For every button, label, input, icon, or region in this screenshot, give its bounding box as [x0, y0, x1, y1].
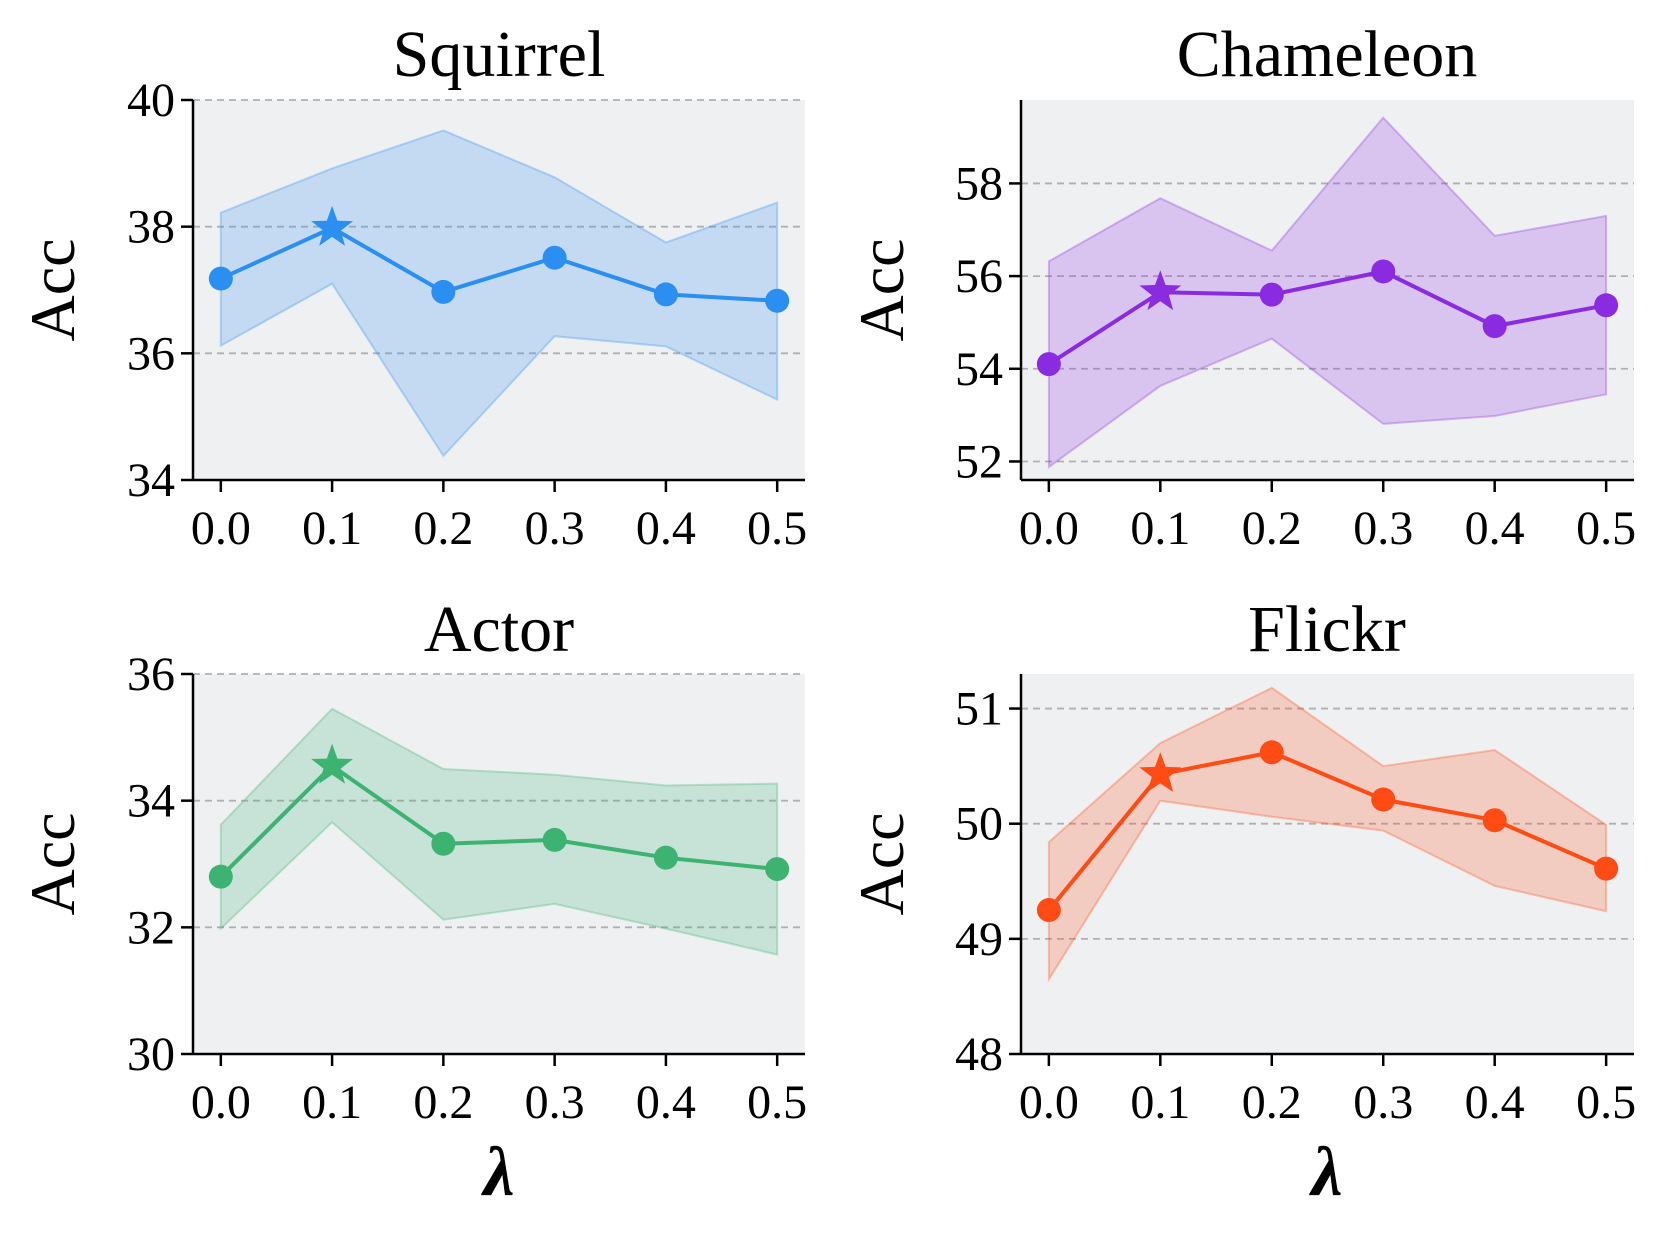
- y-tick-label: 34: [127, 454, 175, 507]
- y-tick-label: 54: [955, 343, 1003, 396]
- series-line: [219, 763, 778, 879]
- plot-area: [1021, 674, 1634, 1054]
- confidence-band: [1047, 116, 1608, 469]
- y-tick-label: 34: [127, 775, 175, 828]
- x-axis-label: λ: [480, 1134, 514, 1211]
- x-tick-label: 0.3: [525, 502, 585, 555]
- chart-squirrel: Squirrel Acc 34 36 38 40 0.0 0.1 0.2 0.3 0.4 0.5: [17, 18, 807, 555]
- x-tick-label: 0.2: [413, 1076, 473, 1129]
- data-point: [542, 827, 567, 852]
- chart-flickr: Flickr Acc λ 48 49 50 51 0.0 0.1 0.2 0.3 0.4 0.5: [846, 593, 1636, 1211]
- data-point: [1371, 259, 1396, 284]
- data-point: [431, 279, 456, 304]
- data-point: [1371, 787, 1396, 812]
- x-tick-label: 0.4: [636, 1076, 696, 1129]
- x-tick-label: 0.1: [1130, 502, 1190, 555]
- confidence-band: [219, 707, 779, 956]
- series-line: [1047, 269, 1607, 366]
- y-tick-label: 58: [955, 157, 1003, 210]
- series-line: [219, 225, 778, 303]
- y-tick-label: 40: [127, 74, 175, 127]
- data-point: [765, 288, 790, 313]
- x-tick-label: 0.2: [1242, 502, 1302, 555]
- x-tick-label: 0.5: [1576, 1076, 1636, 1129]
- x-tick-label: 0.0: [191, 502, 251, 555]
- y-tick-label: 56: [955, 250, 1003, 303]
- data-point: [1259, 282, 1284, 307]
- y-axis-label: Acc: [17, 812, 88, 915]
- plot-area: [1021, 100, 1634, 480]
- x-tick-label: 0.2: [1242, 1076, 1302, 1129]
- data-point: [653, 282, 678, 307]
- data-point: [1594, 856, 1619, 881]
- chart-title: Actor: [424, 593, 574, 666]
- x-tick-label: 0.0: [1019, 502, 1079, 555]
- x-axis-label: λ: [1308, 1134, 1342, 1211]
- data-point: [1036, 352, 1061, 377]
- y-tick-label: 38: [127, 201, 175, 254]
- data-point: [1482, 314, 1507, 339]
- x-tick-label: 0.5: [747, 502, 807, 555]
- confidence-band: [1047, 686, 1608, 983]
- y-axis-label: Acc: [17, 238, 88, 341]
- x-tick-label: 0.5: [1576, 502, 1636, 555]
- best-point-star: [1139, 752, 1182, 792]
- x-tick-label: 0.0: [1019, 1076, 1079, 1129]
- y-tick-label: 36: [127, 327, 175, 380]
- data-point: [653, 845, 678, 870]
- data-point: [1259, 740, 1284, 765]
- plot-area: [193, 100, 805, 480]
- best-point-star: [311, 743, 353, 784]
- x-tick-label: 0.2: [413, 502, 473, 555]
- data-point: [208, 266, 233, 291]
- y-tick-label: 50: [955, 798, 1003, 851]
- x-tick-label: 0.1: [302, 1076, 362, 1129]
- data-point: [1594, 293, 1619, 318]
- chart-title: Flickr: [1248, 593, 1406, 666]
- y-axis-label: Acc: [846, 812, 917, 915]
- data-point: [765, 857, 790, 882]
- x-tick-label: 0.1: [1130, 1076, 1190, 1129]
- y-tick-label: 51: [955, 683, 1003, 736]
- best-point-star: [311, 205, 353, 246]
- y-tick-label: 52: [955, 435, 1003, 488]
- data-point: [208, 864, 233, 889]
- x-tick-label: 0.3: [525, 1076, 585, 1129]
- x-tick-label: 0.4: [1465, 502, 1525, 555]
- x-tick-label: 0.5: [747, 1076, 807, 1129]
- x-tick-label: 0.4: [1465, 1076, 1525, 1129]
- x-tick-label: 0.1: [302, 502, 362, 555]
- y-axis-label: Acc: [846, 238, 917, 341]
- data-point: [542, 245, 567, 270]
- best-point-star: [1139, 270, 1182, 311]
- chart-title: Chameleon: [1177, 18, 1478, 91]
- confidence-band: [219, 129, 779, 458]
- x-tick-label: 0.0: [191, 1076, 251, 1129]
- chart-chameleon: Chameleon Acc 52 54 56 58 0.0 0.1 0.2 0.3 0.4 0.5: [846, 18, 1636, 555]
- x-tick-label: 0.4: [636, 502, 696, 555]
- data-point: [431, 831, 456, 856]
- y-tick-label: 49: [955, 913, 1003, 966]
- x-tick-label: 0.3: [1353, 502, 1413, 555]
- chart-actor: Actor Acc λ 30 32 34 36 0.0 0.1 0.2 0.3 0.4 0.5: [17, 593, 807, 1211]
- series-line: [1047, 750, 1607, 912]
- plot-area: [193, 674, 805, 1054]
- chart-title: Squirrel: [393, 18, 606, 91]
- y-tick-label: 32: [127, 901, 175, 954]
- y-tick-label: 30: [127, 1028, 175, 1081]
- y-tick-label: 48: [955, 1028, 1003, 1081]
- x-tick-label: 0.3: [1353, 1076, 1413, 1129]
- data-point: [1036, 898, 1061, 923]
- y-tick-label: 36: [127, 648, 175, 701]
- data-point: [1482, 808, 1507, 833]
